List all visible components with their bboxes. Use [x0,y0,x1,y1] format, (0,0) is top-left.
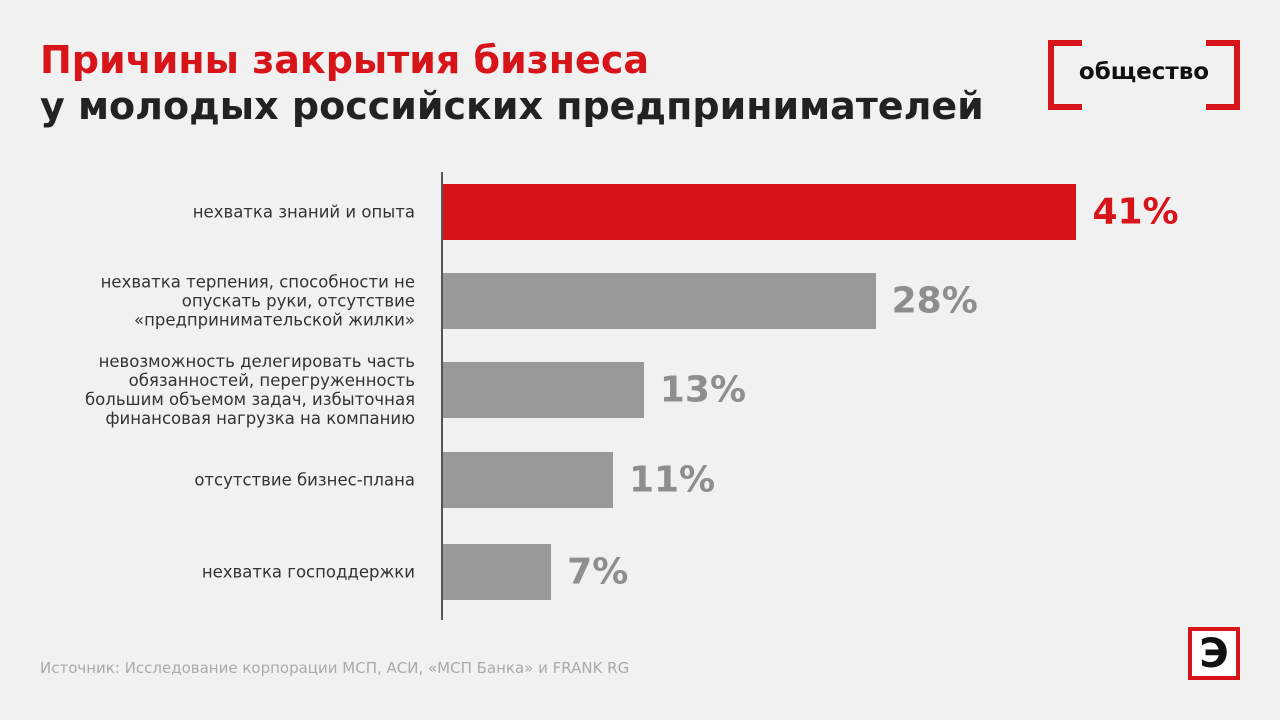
value-label: 28% [891,280,978,322]
source-note: Источник: Исследование корпорации МСП, А… [40,659,630,677]
tag-text: общество [1078,59,1210,85]
chart-title: Причины закрытия бизнеса [40,38,649,82]
category-label: нехватка господдержки [201,562,415,582]
section-tag: общество [1048,40,1240,110]
bracket [1048,40,1082,110]
chart-subtitle: у молодых российских предпринимателей [40,84,984,128]
logo: Э [1188,627,1240,680]
category-label: невозможность делегировать часть обязанн… [85,352,415,428]
value-label: 11% [628,459,716,501]
bar [443,184,1077,240]
bar [443,544,552,600]
value-label: 41% [1092,191,1179,233]
bracket [1206,40,1240,110]
value-label: 13% [659,369,747,411]
category-label: нехватка знаний и опыта [192,202,415,222]
bar [443,362,644,418]
value-label: 7% [567,551,629,593]
bar [443,273,876,329]
axis-line [441,172,443,620]
category-label: нехватка терпения, способности не опуска… [100,272,415,330]
bar [443,452,613,508]
category-label: отсутствие бизнес-плана [194,470,415,490]
